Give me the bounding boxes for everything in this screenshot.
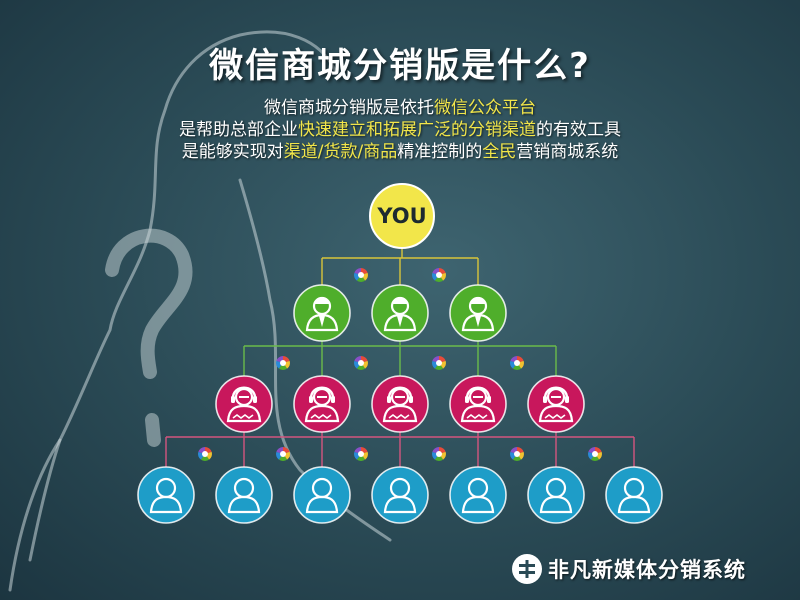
- person-icon: [617, 477, 651, 514]
- level-2-node: [371, 375, 429, 433]
- page-title: 微信商城分销版是什么?: [209, 46, 591, 86]
- description-highlight: 全民: [482, 142, 517, 162]
- level-3-node: [137, 466, 195, 524]
- person-tie-icon: [305, 296, 339, 332]
- level-3-node: [527, 466, 585, 524]
- person-tie-icon: [383, 296, 417, 332]
- description-line-1: 微信商城分销版是依托微信公众平台: [0, 97, 800, 119]
- brand-name: 非凡新媒体分销系统: [548, 558, 746, 582]
- description-text: 的有效工具: [536, 120, 621, 140]
- description-text: 微信商城分销版是依托: [264, 98, 434, 118]
- you-label: YOU: [376, 204, 426, 228]
- commission-pie-icon: [432, 268, 447, 282]
- commission-pie-icon: [432, 447, 447, 461]
- you-node: YOU: [369, 183, 435, 249]
- connector-lines: [165, 248, 635, 467]
- description-text: 营销商城系统: [516, 142, 619, 162]
- description-highlight: 快速建立和拓展广泛的分销渠道: [298, 120, 536, 140]
- description-text: 精准控制的: [397, 142, 483, 162]
- person-headset-icon: [304, 386, 340, 423]
- question-mark-icon: [105, 228, 193, 447]
- level-1-node: [371, 284, 429, 342]
- commission-pie-icon: [354, 268, 368, 282]
- commission-pie-icon: [276, 447, 291, 461]
- commission-pie-icon: [353, 447, 369, 461]
- person-headset-icon: [226, 386, 262, 423]
- person-icon: [539, 477, 573, 514]
- person-headset-icon: [382, 386, 418, 423]
- person-headset-icon: [460, 386, 496, 423]
- commission-pie-icon: [197, 447, 213, 461]
- person-icon: [383, 477, 417, 514]
- level-2-node: [215, 375, 273, 433]
- person-icon: [461, 477, 495, 514]
- commission-pie-icon: [432, 356, 446, 370]
- level-3-node: [449, 466, 507, 524]
- person-headset-icon: [538, 386, 574, 423]
- description-highlight: 微信公众平台: [434, 98, 536, 118]
- commission-pie-icon: [509, 447, 525, 461]
- person-icon: [305, 477, 339, 514]
- brand-logo-icon: [512, 554, 542, 584]
- person-tie-icon: [461, 296, 495, 332]
- level-3-node: [371, 466, 429, 524]
- commission-pie-icon: [510, 356, 524, 370]
- level-3-node: [605, 466, 663, 524]
- level-2-node: [527, 375, 585, 433]
- person-icon: [149, 477, 183, 514]
- level-3-node: [293, 466, 351, 524]
- description-line-2: 是帮助总部企业快速建立和拓展广泛的分销渠道的有效工具: [0, 119, 800, 141]
- level-2-node: [293, 375, 351, 433]
- level-3-node: [215, 466, 273, 524]
- level-1-node: [293, 284, 351, 342]
- person-icon: [227, 477, 261, 514]
- description-text: 是帮助总部企业: [179, 120, 298, 140]
- description-line-3: 是能够实现对渠道/货款/商品精准控制的全民营销商城系统: [0, 141, 800, 163]
- level-1-node: [449, 284, 507, 342]
- commission-pie-icon: [587, 447, 602, 462]
- level-2-node: [449, 375, 507, 433]
- description-text: 是能够实现对: [181, 142, 284, 162]
- commission-pie-icon: [354, 356, 368, 370]
- commission-pie-icon: [275, 356, 290, 370]
- brand: 非凡新媒体分销系统: [512, 552, 746, 586]
- description-highlight: 渠道/货款/商品: [283, 142, 398, 162]
